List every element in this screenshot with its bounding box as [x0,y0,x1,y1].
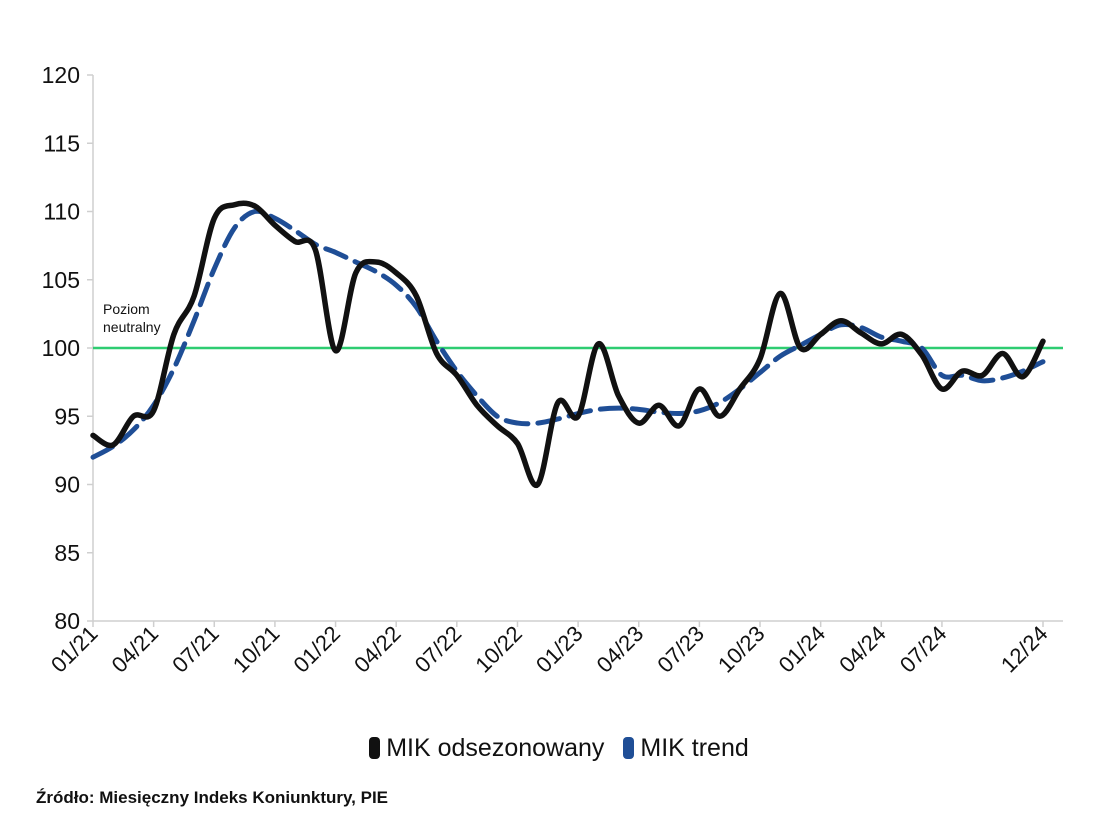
x-tick-label: 04/23 [592,621,649,678]
neutral-level-label: Poziom neutralny [103,301,161,335]
y-tick-label: 110 [43,199,80,225]
x-tick-label: 01/24 [774,621,831,678]
x-tick-label: 01/23 [531,621,588,678]
legend-swatch-seasonal [369,736,381,759]
x-tick-label: 07/22 [410,621,467,678]
y-tick-label: 115 [43,130,80,156]
series-line-trend [90,208,1046,460]
legend-item-trend: MIK trend [623,733,749,763]
source-note: Źródło: Miesięczny Indeks Koniunktury, P… [36,788,389,807]
x-tick-label: 07/23 [652,621,709,678]
y-tick-label: 85 [54,540,80,566]
x-tick-label: 12/24 [996,621,1053,678]
y-tick-label: 90 [54,472,80,498]
series-line-seasonal [90,200,1046,488]
x-tick-label: 07/21 [167,621,224,678]
legend: MIK odsezonowany MIK trend [0,733,1118,763]
x-tick-label: 04/24 [834,621,891,678]
y-tick-label: 105 [42,267,80,293]
x-tick-label: 04/22 [349,621,406,678]
y-tick-label: 95 [54,403,80,429]
y-tick-label: 80 [54,608,80,634]
legend-item-seasonal: MIK odsezonowany [369,734,604,763]
legend-swatch-trend [623,736,635,759]
y-tick-label: 100 [42,335,80,361]
x-tick-label: 10/22 [470,621,527,678]
x-tick-label: 01/22 [288,621,345,678]
x-tick-label: 04/21 [107,621,164,678]
legend-label-trend: MIK trend [640,733,749,762]
x-tick-label: 10/23 [713,621,770,678]
y-tick-label: 120 [42,62,80,88]
legend-label-seasonal: MIK odsezonowany [386,733,605,762]
x-tick-label: 10/21 [228,621,285,678]
x-tick-label: 07/24 [895,621,952,678]
